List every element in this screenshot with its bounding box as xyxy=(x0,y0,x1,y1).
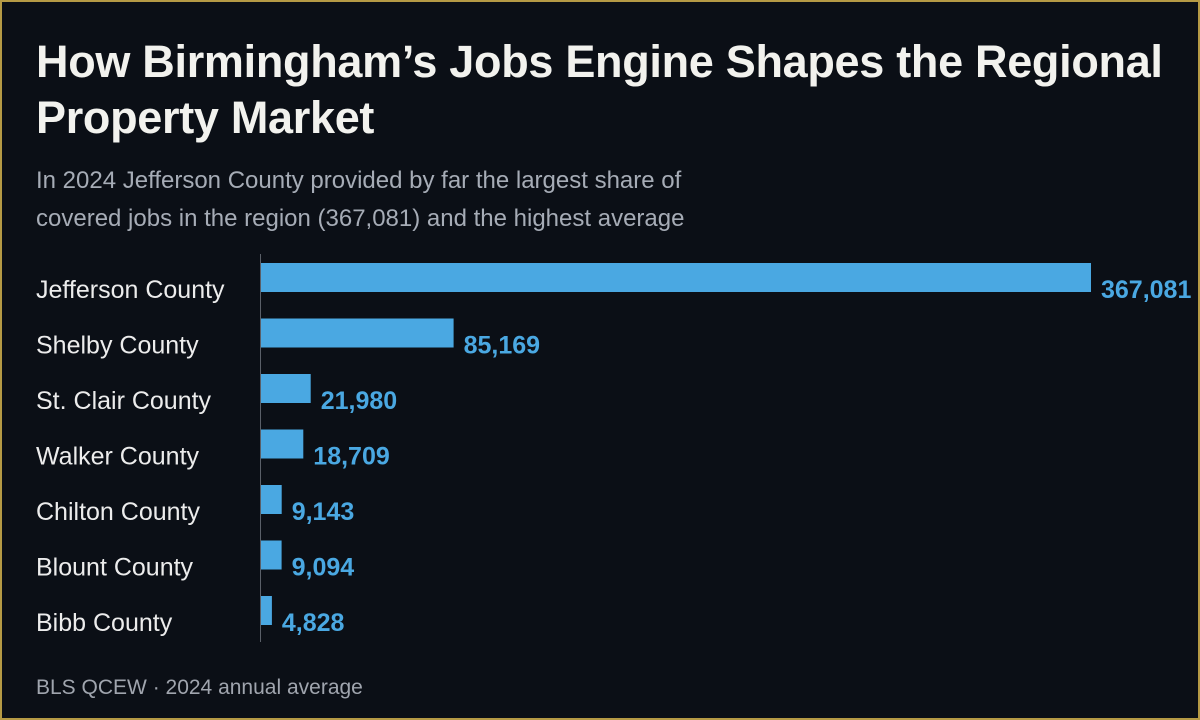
category-label: Jefferson County xyxy=(36,276,225,304)
value-label: 9,094 xyxy=(292,554,355,582)
chart-subtitle: In 2024 Jefferson County provided by far… xyxy=(36,167,685,232)
category-label: Shelby County xyxy=(36,332,199,360)
bar xyxy=(261,263,1091,292)
category-label: Walker County xyxy=(36,443,200,471)
category-label: St. Clair County xyxy=(36,387,212,415)
category-label: Bibb County xyxy=(36,609,173,637)
value-label: 4,828 xyxy=(282,609,345,637)
category-label: Chilton County xyxy=(36,498,200,526)
bars-group: Jefferson County 367,081 Shelby County 85,1… xyxy=(36,263,1191,637)
bar xyxy=(261,485,282,514)
bar xyxy=(261,318,454,348)
bar xyxy=(261,374,311,403)
value-label: 18,709 xyxy=(313,443,389,471)
bar xyxy=(261,596,272,625)
source-note: BLS QCEW · 2024 annual average xyxy=(36,676,363,699)
value-label: 9,143 xyxy=(292,498,355,526)
value-label: 367,081 xyxy=(1101,276,1191,304)
chart-title: How Birmingham’s Jobs Engine Shapes the … xyxy=(36,36,1163,143)
category-label: Blount County xyxy=(36,554,194,582)
value-label: 85,169 xyxy=(464,332,540,360)
value-label: 21,980 xyxy=(321,387,397,415)
bar xyxy=(261,540,282,570)
bar xyxy=(261,429,304,459)
